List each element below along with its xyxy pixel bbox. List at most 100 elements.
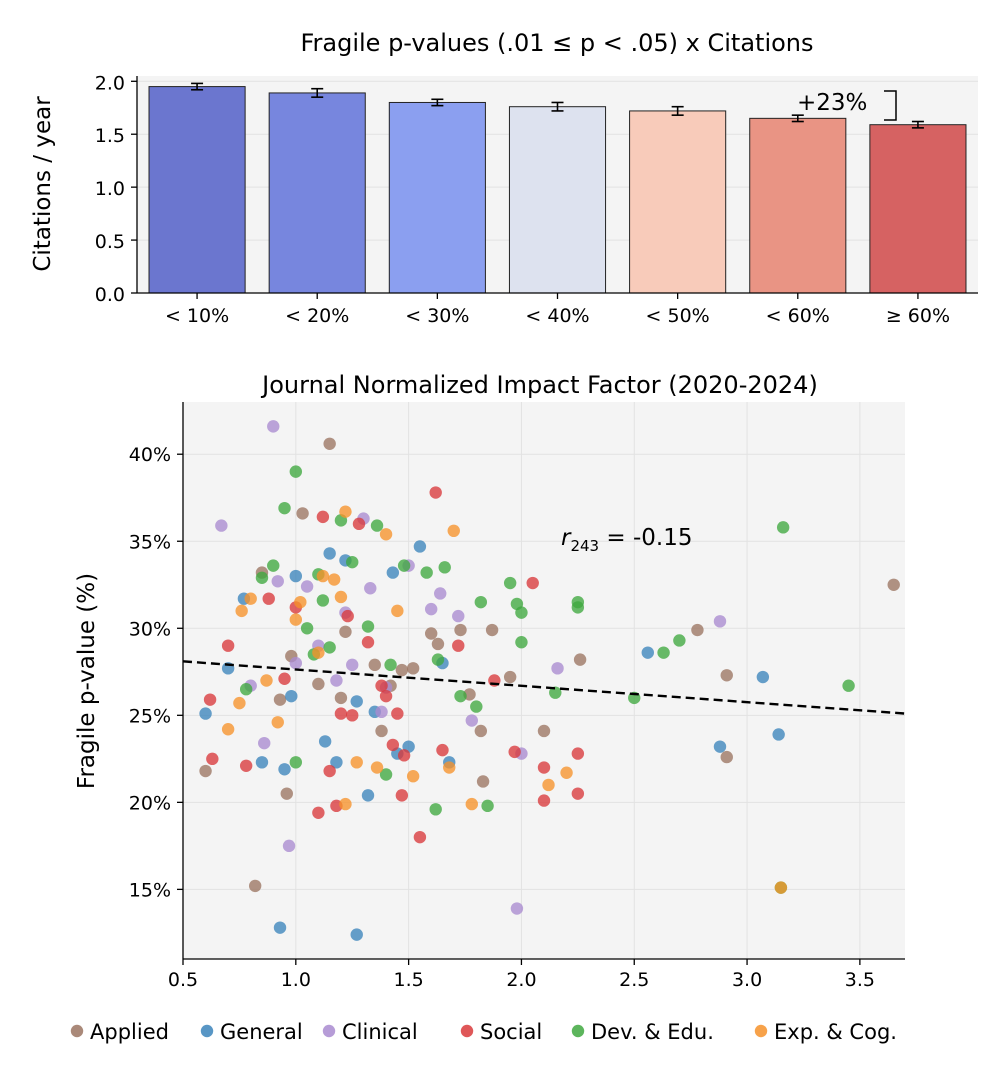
- scatter-point: [370, 519, 384, 532]
- bar: [749, 117, 847, 294]
- scatter-point: [289, 613, 303, 626]
- scatter-y-tick-label: 25%: [129, 705, 171, 727]
- scatter-point: [842, 679, 855, 692]
- bar-chart-annotation-bracket: [884, 90, 897, 121]
- legend-label: General: [220, 1020, 303, 1044]
- scatter-point: [285, 689, 298, 703]
- scatter-point: [278, 763, 291, 776]
- scatter-point: [474, 724, 488, 738]
- scatter-point: [370, 761, 384, 774]
- scatter-point: [221, 723, 235, 736]
- scatter-x-tick-label: 1.0: [281, 969, 311, 991]
- scatter-point: [391, 707, 404, 720]
- scatter-point: [330, 756, 343, 769]
- scatter-point: [296, 507, 309, 520]
- scatter-point: [235, 604, 248, 618]
- scatter-point: [323, 547, 336, 560]
- scatter-y-tick-label: 20%: [129, 792, 171, 814]
- scatter-point: [542, 778, 555, 792]
- scatter-point: [720, 669, 733, 682]
- scatter-point: [443, 761, 456, 774]
- scatter-point: [323, 764, 336, 778]
- scatter-point: [361, 620, 375, 633]
- bar-y-tick-label: 0.5: [95, 231, 125, 253]
- bar-chart-y-ticks: 0.0 0.5 1.0 1.5 2.0: [95, 72, 137, 306]
- scatter-point: [713, 615, 727, 628]
- scatter-point: [379, 768, 393, 781]
- scatter-point: [438, 561, 451, 574]
- scatter-point: [260, 674, 273, 687]
- scatter-point: [368, 658, 381, 672]
- scatter-point: [673, 634, 686, 647]
- scatter-point: [571, 787, 585, 800]
- scatter-point: [391, 604, 404, 618]
- scatter-point: [267, 420, 280, 433]
- scatter-point: [573, 653, 587, 666]
- scatter-point: [294, 595, 307, 609]
- scatter-point: [510, 902, 524, 915]
- legend-item: Exp. & Cog.: [754, 1020, 897, 1044]
- correlation-r: r: [561, 525, 572, 551]
- scatter-point: [395, 663, 409, 677]
- scatter-point: [346, 658, 359, 672]
- scatter-point: [255, 571, 269, 585]
- bar-y-tick-label: 1.5: [95, 125, 125, 147]
- scatter-point: [429, 486, 442, 499]
- legend-item: General: [200, 1020, 303, 1044]
- bar: [268, 92, 366, 294]
- scatter-point: [515, 636, 528, 649]
- scatter-y-label: Fragile p-value (%): [74, 573, 100, 789]
- scatter-point: [215, 519, 228, 532]
- bar-x-tick-label: < 30%: [405, 305, 469, 327]
- scatter-point: [454, 623, 467, 637]
- legend-marker: [571, 1024, 585, 1038]
- scatter-point: [549, 686, 562, 699]
- scatter-point: [199, 764, 212, 778]
- scatter-point: [255, 756, 269, 769]
- scatter-x-tick-label: 3.5: [845, 969, 875, 991]
- bar-y-tick-label: 1.0: [95, 178, 125, 200]
- scatter-point: [641, 646, 654, 659]
- legend-item: Clinical: [322, 1020, 418, 1044]
- bar: [869, 124, 967, 294]
- scatter-point: [465, 714, 478, 727]
- scatter-point: [341, 609, 354, 623]
- scatter-point: [776, 521, 790, 534]
- scatter-point: [571, 747, 585, 760]
- scatter-point: [424, 602, 438, 616]
- scatter-point: [429, 803, 442, 816]
- scatter-x-tick-label: 3.0: [732, 969, 762, 991]
- scatter-point: [386, 738, 400, 752]
- legend-label: Applied: [90, 1020, 169, 1044]
- scatter-point: [330, 674, 343, 687]
- scatter-point: [271, 575, 284, 588]
- scatter-x-tick-label: 0.5: [168, 969, 198, 991]
- scatter-point: [395, 789, 409, 802]
- scatter-x-tick-label: 2.5: [619, 969, 649, 991]
- scatter-point: [239, 759, 253, 772]
- scatter-point: [452, 609, 465, 623]
- scatter-point: [206, 752, 219, 766]
- scatter-point: [339, 625, 352, 638]
- scatter-point: [515, 606, 528, 619]
- scatter-point: [289, 656, 303, 670]
- scatter-point: [339, 505, 352, 518]
- scatter-x-tick-label: 2.0: [506, 969, 536, 991]
- scatter-point: [537, 794, 551, 807]
- scatter-y-tick-label: 35%: [129, 531, 171, 553]
- scatter-point: [221, 639, 235, 652]
- legend-marker: [200, 1024, 214, 1038]
- bar-x-tick-label: < 50%: [646, 305, 710, 327]
- scatter-point: [350, 756, 363, 769]
- scatter-point: [300, 622, 314, 635]
- bar-x-tick-label: < 60%: [766, 305, 830, 327]
- legend-marker: [460, 1024, 474, 1038]
- scatter-y-tick-label: 40%: [129, 444, 171, 466]
- scatter-y-ticks: 15% 20% 25% 30% 35% 40%: [129, 444, 183, 901]
- scatter-point: [720, 750, 733, 764]
- scatter-point: [397, 559, 411, 572]
- scatter-y-tick-label: 30%: [129, 618, 171, 640]
- correlation-value: = -0.15: [599, 525, 692, 551]
- bar-x-tick-label: < 10%: [165, 305, 229, 327]
